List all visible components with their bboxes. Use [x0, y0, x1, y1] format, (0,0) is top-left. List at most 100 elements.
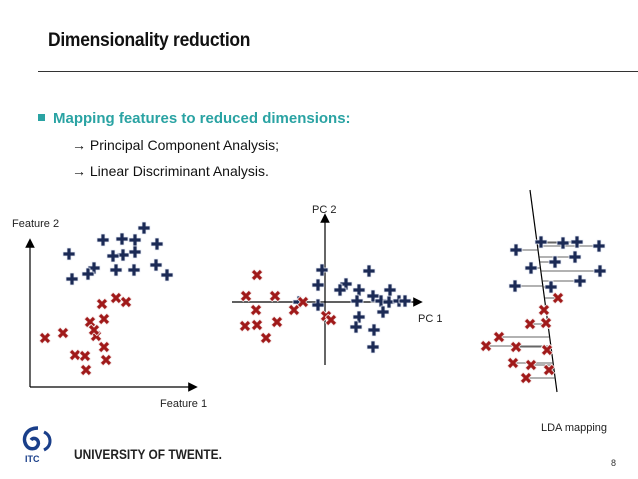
plus-marker	[333, 283, 347, 297]
logo-text: ITC	[25, 454, 40, 464]
cross-marker	[509, 340, 523, 354]
mid-ylabel: PC 2	[312, 204, 336, 216]
plus-marker	[570, 235, 584, 249]
left-xlabel: Feature 1	[160, 398, 207, 410]
plus-marker	[106, 249, 120, 263]
cross-marker	[492, 330, 506, 344]
bullet-square-icon	[38, 113, 45, 121]
plus-marker	[352, 283, 366, 297]
plus-marker	[137, 221, 151, 235]
cross-marker	[78, 349, 92, 363]
plus-marker	[160, 268, 174, 282]
plus-marker	[376, 305, 390, 319]
left-ylabel: Feature 2	[12, 218, 59, 230]
plus-marker	[81, 267, 95, 281]
cross-marker	[95, 297, 109, 311]
cross-marker	[239, 289, 253, 303]
cross-marker	[249, 303, 263, 317]
plus-marker	[383, 283, 397, 297]
bullet-text: Mapping features to reduced dimensions:	[53, 110, 351, 127]
plus-marker	[592, 239, 606, 253]
plus-marker	[548, 255, 562, 269]
cross-marker	[56, 326, 70, 340]
plus-marker	[367, 323, 381, 337]
lda-projection-line	[529, 189, 558, 393]
sub-item-pca: → Principal Component Analysis;	[72, 137, 279, 153]
cross-marker	[537, 303, 551, 317]
right-label: LDA mapping	[541, 422, 607, 434]
cross-marker	[99, 353, 113, 367]
plus-marker	[149, 258, 163, 272]
plus-marker	[127, 263, 141, 277]
cross-marker	[270, 315, 284, 329]
slide-title: Dimensionality reduction	[48, 30, 251, 51]
plus-marker	[109, 263, 123, 277]
plus-marker	[362, 264, 376, 278]
cross-marker	[268, 289, 282, 303]
plus-marker	[573, 274, 587, 288]
cross-marker	[109, 291, 123, 305]
footer-university: UNIVERSITY OF TWENTE.	[74, 446, 222, 462]
plus-marker	[534, 235, 548, 249]
plus-marker	[311, 278, 325, 292]
cross-marker	[97, 312, 111, 326]
itc-logo: ITC	[16, 422, 60, 469]
cross-marker	[79, 363, 93, 377]
cross-marker	[551, 291, 565, 305]
itc-logo-icon: ITC	[22, 426, 52, 464]
cross-marker	[542, 363, 556, 377]
cross-marker	[519, 371, 533, 385]
plus-marker	[115, 232, 129, 246]
cross-marker	[506, 356, 520, 370]
plus-marker	[382, 295, 396, 309]
plus-marker	[339, 277, 353, 291]
plus-marker	[350, 294, 364, 308]
plus-marker	[311, 298, 325, 312]
plus-marker	[593, 264, 607, 278]
bullet-item: Mapping features to reduced dimensions:	[38, 110, 351, 127]
plus-marker	[524, 261, 538, 275]
plus-marker	[509, 243, 523, 257]
cross-marker	[259, 331, 273, 345]
cross-marker	[119, 295, 133, 309]
cross-marker	[523, 317, 537, 331]
plus-marker	[349, 320, 363, 334]
cross-marker	[68, 348, 82, 362]
plus-marker	[508, 279, 522, 293]
data-marks	[38, 221, 607, 385]
plus-marker	[116, 248, 130, 262]
cross-marker	[539, 316, 553, 330]
plus-marker	[62, 247, 76, 261]
cross-marker	[83, 315, 97, 329]
cross-marker	[38, 331, 52, 345]
cross-marker	[97, 340, 111, 354]
plus-marker	[96, 233, 110, 247]
cross-marker	[479, 339, 493, 353]
sub-item-lda: → Linear Discriminant Analysis.	[72, 163, 269, 179]
cross-marker	[524, 358, 538, 372]
cross-marker	[87, 323, 101, 337]
plus-marker	[366, 340, 380, 354]
page-number: 8	[610, 458, 616, 468]
cross-marker	[540, 343, 554, 357]
plus-marker	[556, 236, 570, 250]
plus-marker	[352, 310, 366, 324]
cross-marker	[296, 295, 310, 309]
plus-marker	[65, 272, 79, 286]
mid-xlabel: PC 1	[418, 313, 442, 325]
plus-marker	[315, 263, 329, 277]
plus-marker	[128, 245, 142, 259]
plus-marker	[544, 280, 558, 294]
plus-marker	[398, 294, 412, 308]
cross-marker	[238, 319, 252, 333]
cross-marker	[250, 268, 264, 282]
plus-marker	[150, 237, 164, 251]
plus-marker	[87, 261, 101, 275]
cross-marker	[324, 313, 338, 327]
cross-marker	[287, 303, 301, 317]
plus-marker	[568, 250, 582, 264]
title-divider	[38, 71, 638, 72]
cross-marker	[250, 318, 264, 332]
plus-marker	[128, 233, 142, 247]
